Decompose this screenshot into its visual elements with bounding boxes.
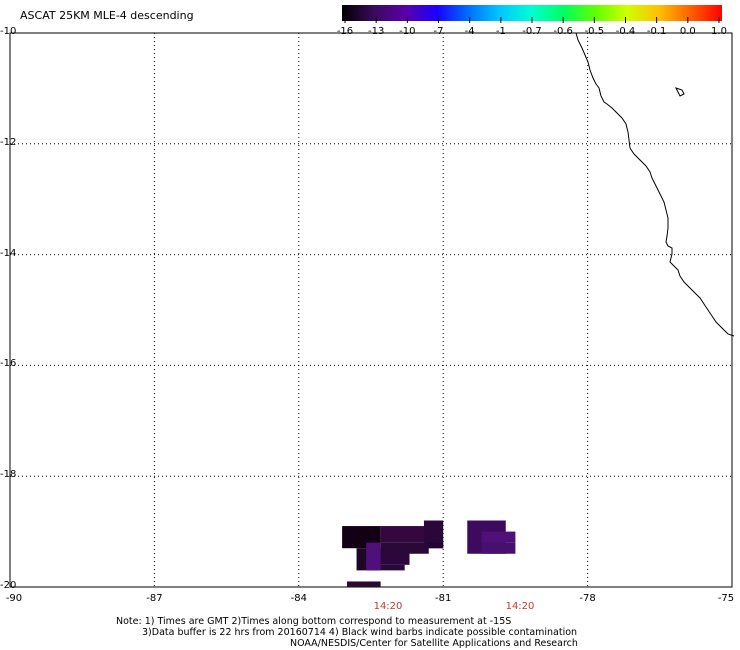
island-outline [675, 87, 685, 97]
lat-label: -10 [0, 26, 17, 37]
swath-cell [366, 542, 381, 571]
colorbar-tick-label: -1 [495, 26, 506, 37]
colorbar-tick-label: 0.0 [679, 26, 696, 37]
lat-label: -18 [0, 469, 17, 481]
swath-cell [346, 581, 381, 587]
colorbar [342, 5, 722, 23]
colorbar-tick-label: -13 [367, 26, 385, 37]
note-line-1: Note: 1) Times are GMT 2)Times along bot… [116, 616, 512, 627]
lon-label: -90 [5, 593, 23, 604]
lat-label: -12 [0, 136, 17, 148]
colorbar-tick-label: -0.1 [646, 26, 667, 37]
lat-label: -14 [0, 247, 17, 259]
colorbar-tick-label: -0.7 [522, 26, 542, 37]
colorbar-tick-label: -0.5 [584, 26, 605, 37]
coastline-outline [575, 32, 735, 337]
swath-cell [380, 542, 429, 554]
colorbar-tick-label: -4 [464, 26, 475, 37]
lon-label: -78 [579, 593, 596, 604]
time-label-right: 14:20 [505, 601, 535, 612]
colorbar-tick-label: 1.0 [711, 26, 727, 37]
note-line-2: 3)Data buffer is 22 hrs from 20160714 4)… [142, 627, 578, 638]
swath-cell [423, 520, 444, 549]
colorbar-tick-label: -0.4 [615, 26, 636, 37]
lon-label: -84 [290, 593, 307, 604]
map-title: ASCAT 25KM MLE-4 descending [20, 9, 194, 22]
colorbar-tick-label: -7 [433, 26, 444, 37]
colorbar-tick-label: -0.6 [553, 26, 573, 37]
lon-label: -81 [435, 593, 452, 604]
swath-cell [428, 542, 444, 549]
colorbar-tick-label: -10 [399, 26, 416, 37]
swath-cell [481, 531, 516, 543]
swath-cell [481, 542, 516, 554]
lon-label: -75 [717, 593, 735, 604]
time-label-left: 14:20 [373, 601, 403, 612]
lon-label: -87 [146, 593, 163, 604]
lat-label: -20 [0, 580, 17, 591]
satellite-swath-data [342, 520, 516, 587]
swath-cell [380, 526, 429, 543]
note-line-3: NOAA/NESDIS/Center for Satellite Applica… [290, 638, 578, 649]
colorbar-gradient [342, 5, 722, 21]
lat-lon-grid [10, 33, 732, 587]
lat-label: -16 [0, 358, 17, 370]
map-frame [9, 32, 733, 588]
colorbar-tick-label: -16 [336, 26, 354, 37]
swath-cell [366, 564, 405, 571]
